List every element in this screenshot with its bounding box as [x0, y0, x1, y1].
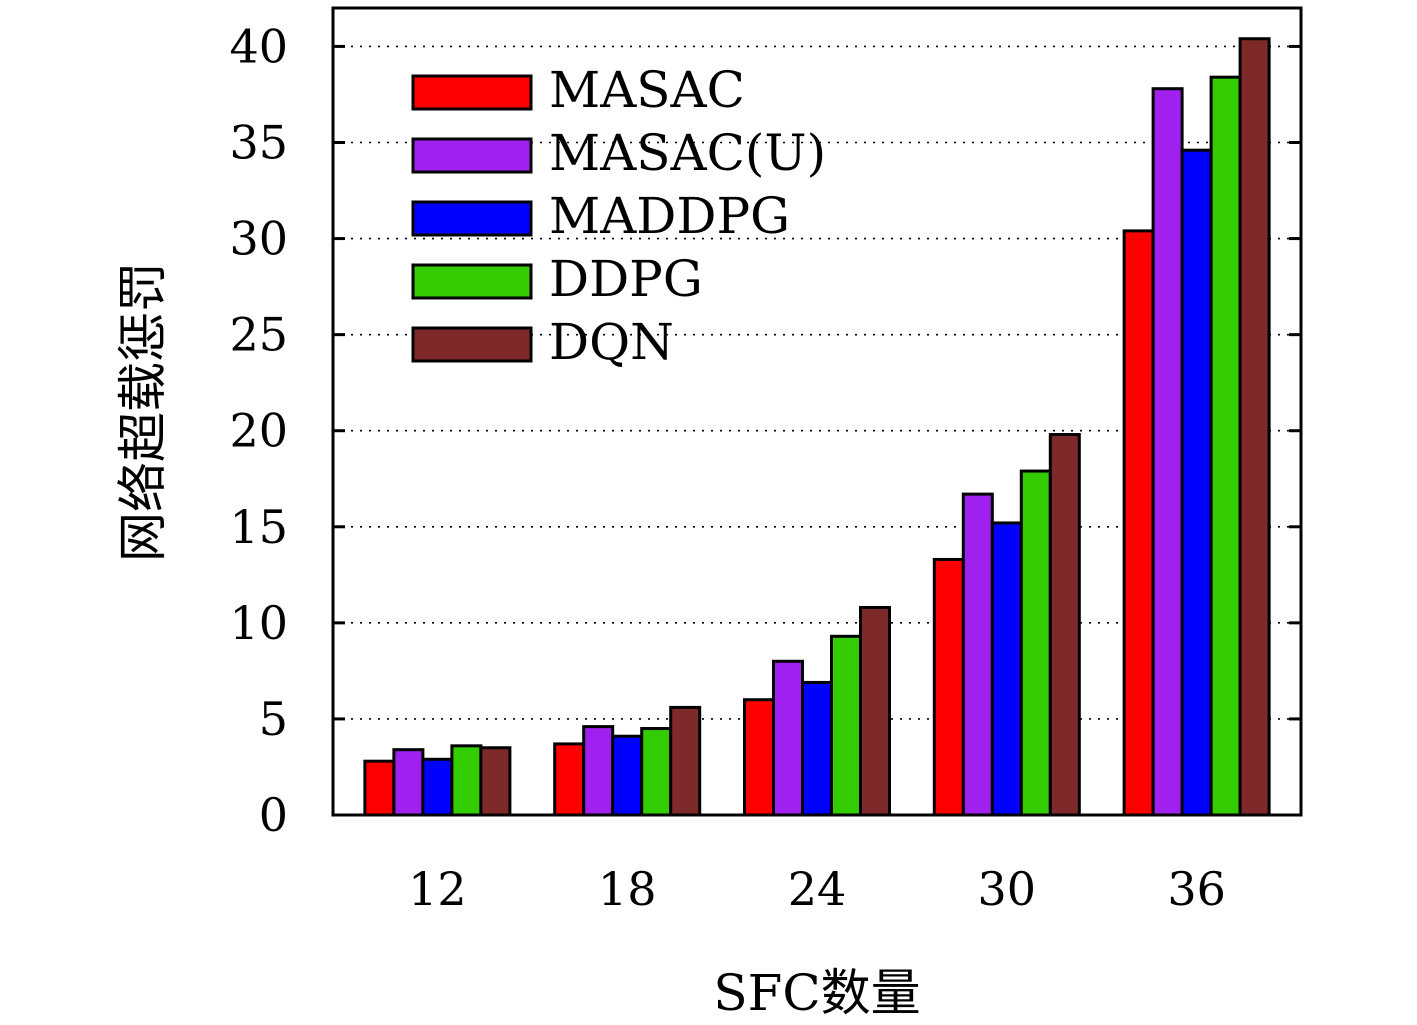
legend-swatch	[411, 74, 533, 111]
legend-label: DQN	[549, 313, 674, 371]
bar-dqn-36	[1238, 37, 1271, 817]
bar-masac-u-30	[961, 492, 994, 817]
x-tick-label: 30	[978, 862, 1037, 916]
bar-masac-u-24	[772, 659, 804, 817]
bar-masac-12	[363, 759, 396, 817]
legend-label: DDPG	[549, 250, 703, 308]
y-axis-title: 网络超载惩罚	[114, 262, 172, 562]
y-tick-label: 40	[229, 19, 288, 73]
x-tick-label: 18	[598, 862, 657, 916]
bar-dqn-12	[479, 746, 512, 817]
legend-label: MASAC(U)	[549, 124, 826, 182]
y-tick-label: 30	[229, 212, 288, 266]
bar-dqn-18	[669, 705, 702, 817]
bar-ddpg-24	[830, 634, 862, 817]
plot-frame	[331, 6, 1303, 817]
y-axis-ticks: 0 5 10 15 20 25 30 35 40	[229, 19, 1301, 842]
bar-dqn-30	[1048, 433, 1081, 817]
legend-swatch	[411, 200, 533, 237]
x-tick-label: 24	[788, 862, 847, 916]
x-tick-label: 36	[1167, 862, 1226, 916]
bar-maddpg-24	[801, 680, 833, 817]
bar-masac-u-36	[1151, 87, 1184, 817]
bar-masac-u-18	[582, 725, 615, 817]
bar-maddpg-36	[1180, 148, 1213, 817]
x-axis-title: SFC数量	[713, 964, 920, 1022]
legend-swatch	[411, 263, 533, 300]
legend-label: MADDPG	[549, 187, 790, 245]
bar-masac-30	[932, 557, 965, 817]
y-tick-label: 35	[229, 116, 288, 170]
y-tick-label: 25	[229, 308, 288, 362]
x-axis-ticks: 12 18 24 30 36	[408, 862, 1226, 916]
bar-maddpg-18	[611, 734, 644, 817]
y-tick-label: 10	[229, 596, 288, 650]
y-tick-label: 20	[229, 404, 288, 458]
y-tick-label: 15	[229, 500, 288, 554]
bar-ddpg-36	[1209, 75, 1242, 817]
y-tick-label: 5	[259, 692, 288, 746]
y-tick-label: 0	[259, 788, 288, 842]
bar-maddpg-12	[421, 757, 454, 817]
bar-masac-24	[743, 698, 775, 817]
bar-ddpg-12	[450, 744, 483, 817]
legend-swatch	[411, 326, 533, 363]
bar-masac-36	[1122, 229, 1155, 817]
bars	[363, 37, 1271, 817]
legend-swatch	[411, 137, 533, 174]
bar-masac-18	[553, 742, 586, 817]
bar-ddpg-30	[1019, 469, 1052, 817]
bar-masac-u-12	[392, 748, 425, 817]
x-tick-label: 12	[408, 862, 467, 916]
bar-dqn-24	[859, 605, 891, 817]
bar-maddpg-30	[990, 521, 1023, 817]
legend-label: MASAC	[549, 61, 745, 119]
bar-ddpg-18	[640, 727, 673, 817]
